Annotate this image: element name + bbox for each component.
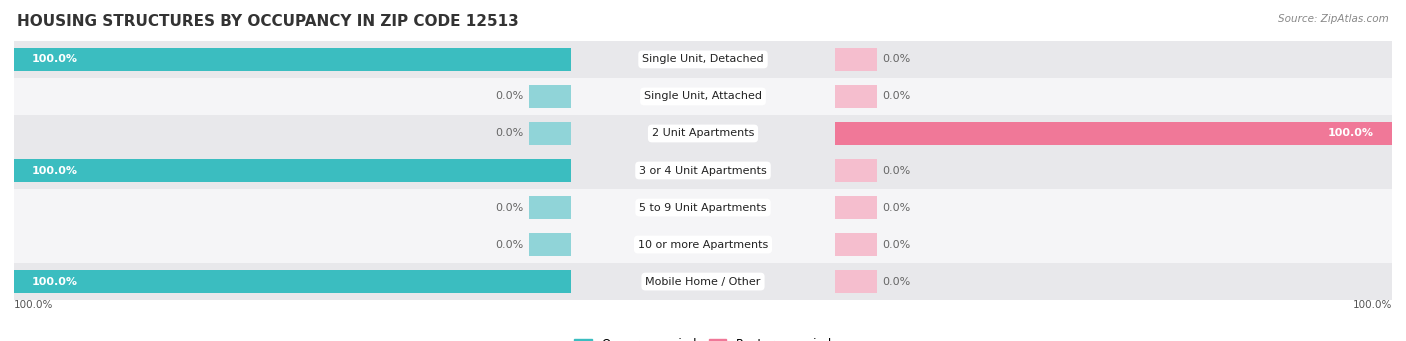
Text: 0.0%: 0.0% [495, 129, 523, 138]
Bar [835, 196, 877, 219]
Text: 10 or more Apartments: 10 or more Apartments [638, 239, 768, 250]
Text: Single Unit, Detached: Single Unit, Detached [643, 55, 763, 64]
Text: 100.0%: 100.0% [14, 300, 53, 310]
Bar [14, 263, 1392, 300]
Text: 100.0%: 100.0% [32, 165, 77, 176]
Text: Source: ZipAtlas.com: Source: ZipAtlas.com [1278, 14, 1389, 24]
Bar [14, 226, 1392, 263]
Text: 0.0%: 0.0% [495, 203, 523, 212]
Text: 0.0%: 0.0% [883, 239, 911, 250]
Bar [14, 48, 571, 71]
Text: 0.0%: 0.0% [495, 91, 523, 102]
Bar [529, 85, 571, 108]
Text: 100.0%: 100.0% [1329, 129, 1374, 138]
Bar [14, 152, 1392, 189]
Text: 100.0%: 100.0% [1353, 300, 1392, 310]
Bar [14, 78, 1392, 115]
Bar [14, 189, 1392, 226]
Text: 0.0%: 0.0% [883, 55, 911, 64]
Bar [529, 196, 571, 219]
Bar [835, 233, 877, 256]
Text: Mobile Home / Other: Mobile Home / Other [645, 277, 761, 286]
Text: 0.0%: 0.0% [883, 91, 911, 102]
Text: 3 or 4 Unit Apartments: 3 or 4 Unit Apartments [640, 165, 766, 176]
Text: 0.0%: 0.0% [883, 165, 911, 176]
Bar [14, 41, 1392, 78]
Bar [835, 122, 1392, 145]
Text: 100.0%: 100.0% [32, 277, 77, 286]
Bar [835, 48, 877, 71]
Legend: Owner-occupied, Renter-occupied: Owner-occupied, Renter-occupied [574, 338, 832, 341]
Bar [835, 270, 877, 293]
Text: HOUSING STRUCTURES BY OCCUPANCY IN ZIP CODE 12513: HOUSING STRUCTURES BY OCCUPANCY IN ZIP C… [17, 14, 519, 29]
Text: 0.0%: 0.0% [883, 203, 911, 212]
Bar [835, 85, 877, 108]
Bar [529, 122, 571, 145]
Bar [14, 159, 571, 182]
Text: 2 Unit Apartments: 2 Unit Apartments [652, 129, 754, 138]
Bar [835, 159, 877, 182]
Bar [529, 233, 571, 256]
Text: 100.0%: 100.0% [32, 55, 77, 64]
Text: Single Unit, Attached: Single Unit, Attached [644, 91, 762, 102]
Bar [14, 115, 1392, 152]
Bar [14, 270, 571, 293]
Text: 5 to 9 Unit Apartments: 5 to 9 Unit Apartments [640, 203, 766, 212]
Text: 0.0%: 0.0% [495, 239, 523, 250]
Text: 0.0%: 0.0% [883, 277, 911, 286]
